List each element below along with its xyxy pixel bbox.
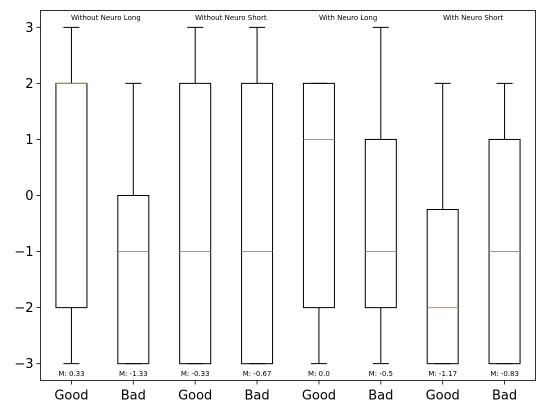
- group-label: Without Neuro Long: [71, 14, 141, 22]
- x-tick-label: Bad: [244, 389, 269, 404]
- y-tick-label: 0: [25, 189, 33, 204]
- group-label: With Neuro Short: [443, 14, 503, 22]
- x-tick-label: Bad: [368, 389, 393, 404]
- box-5: [364, 138, 397, 309]
- y-tick-label: −1: [14, 245, 33, 260]
- box-0: [55, 82, 88, 309]
- mean-label: M: -0.33: [181, 370, 210, 378]
- mean-label: M: -0.67: [243, 370, 272, 378]
- box-2: [179, 82, 212, 365]
- plot-frame: [40, 10, 536, 381]
- box-6: [426, 209, 459, 365]
- y-tick-label: 3: [25, 21, 33, 36]
- mean-label: M: -0.83: [490, 370, 519, 378]
- x-tick-label: Good: [54, 389, 88, 404]
- mean-label: M: -1.17: [428, 370, 457, 378]
- x-tick-label: Good: [302, 389, 336, 404]
- mean-label: M: -0.5: [369, 370, 393, 378]
- box-4: [302, 82, 335, 309]
- y-tick-label: −3: [14, 357, 33, 372]
- group-label: Without Neuro Short: [195, 14, 267, 22]
- plot-layer: 3 2 1 0 −1 −2 −3 M: 0.33 Good M: -1.33 Bad M: -0.33…: [14, 14, 521, 404]
- group-label: With Neuro Long: [319, 14, 377, 22]
- x-tick-label: Good: [178, 389, 212, 404]
- mean-label: M: -1.33: [119, 370, 148, 378]
- x-tick-label: Good: [426, 389, 460, 404]
- mean-label: M: 0.0: [308, 370, 330, 378]
- y-tick-label: 1: [25, 133, 33, 148]
- mean-label: M: 0.33: [58, 370, 84, 378]
- x-tick-label: Bad: [121, 389, 146, 404]
- y-tick-label: 2: [25, 77, 33, 92]
- x-tick-label: Bad: [492, 389, 517, 404]
- box-3: [241, 82, 274, 365]
- y-tick-label: −2: [14, 301, 33, 316]
- box-1: [117, 195, 150, 365]
